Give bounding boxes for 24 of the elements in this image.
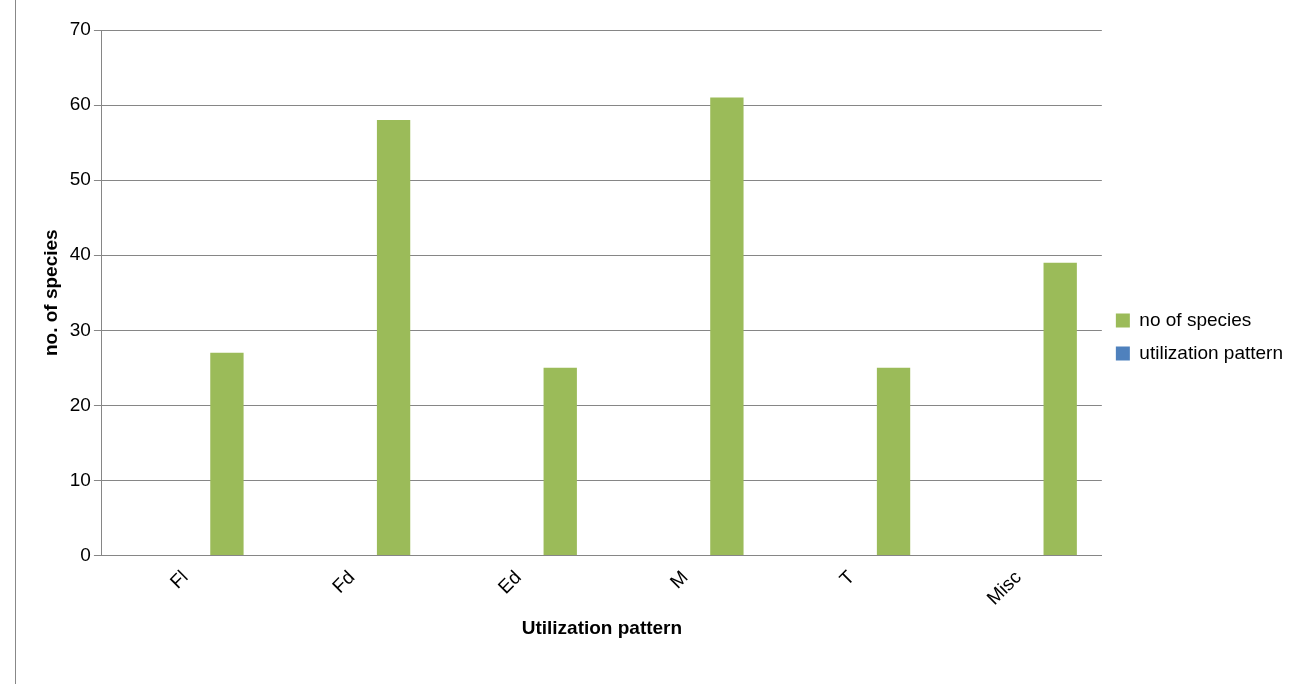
legend-label: utilization pattern: [1139, 341, 1284, 363]
x-axis-title: Utilization pattern: [521, 616, 683, 638]
x-tick-label: Fd: [327, 566, 359, 597]
bar: [876, 367, 911, 555]
y-axis-title: no. of species: [39, 229, 61, 357]
bar: [1043, 262, 1077, 555]
x-tick-label: Misc: [982, 566, 1026, 609]
bar: [376, 120, 411, 555]
x-tick-label: T: [835, 565, 859, 590]
y-tick-label: 60: [69, 93, 91, 115]
y-tick-label: 0: [80, 543, 91, 565]
x-tick-label: Ed: [493, 566, 526, 598]
y-tick-label: 70: [69, 18, 91, 40]
legend-label: no of species: [1139, 308, 1252, 330]
bar: [543, 367, 577, 555]
y-tick-label: 30: [69, 318, 91, 340]
x-tick-label: M: [665, 566, 692, 593]
y-tick-label: 10: [69, 468, 91, 490]
y-tick-label: 40: [69, 243, 91, 265]
bar: [210, 352, 244, 555]
bar: [710, 97, 744, 555]
y-tick-label: 20: [69, 393, 91, 415]
x-tick-label: Fl: [165, 566, 192, 593]
y-tick-label: 50: [69, 168, 91, 190]
